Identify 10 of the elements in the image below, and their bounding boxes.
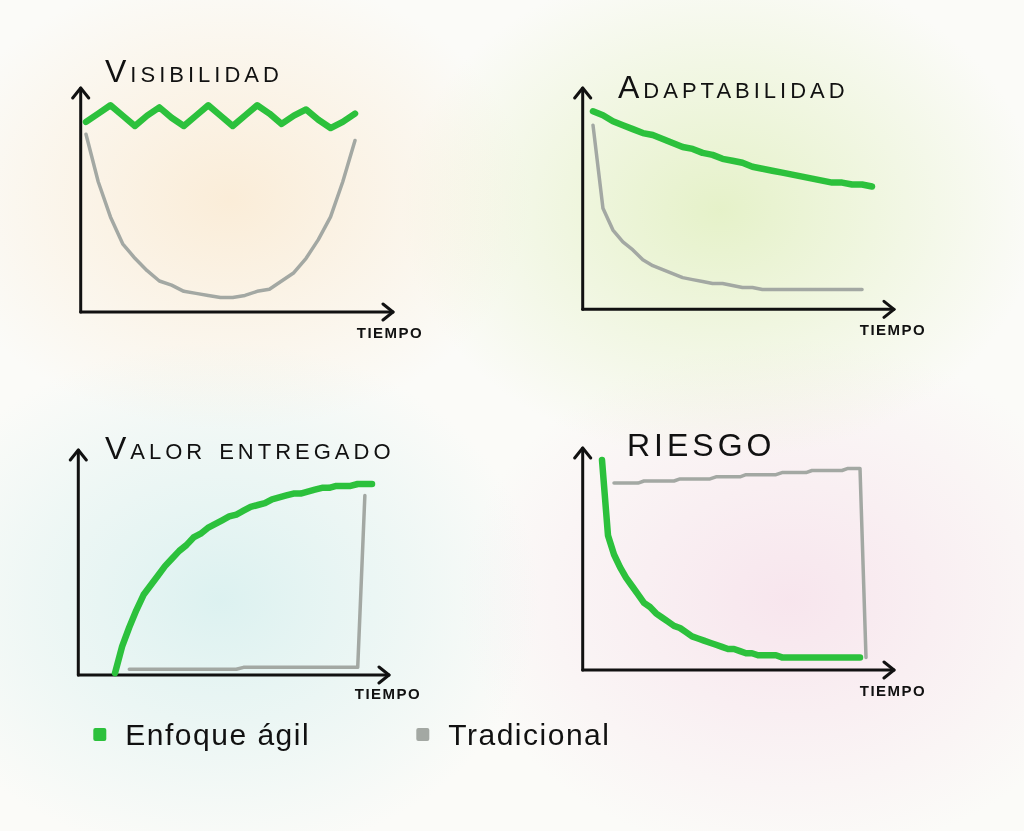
x-axis-title: TIEMPO — [354, 685, 422, 702]
x-axis-title: TIEMPO — [859, 321, 927, 338]
chart-title: Valor entregado — [105, 430, 395, 466]
legend-label: Tradicional — [448, 718, 611, 751]
legend-label: Enfoque ágil — [125, 718, 311, 751]
chart-title: RIESGO — [627, 427, 776, 463]
x-axis-title: TIEMPO — [356, 324, 424, 341]
chart-title: Visibilidad — [105, 53, 283, 89]
chart-title: Adaptabilidad — [618, 69, 849, 105]
x-axis-title: TIEMPO — [859, 682, 927, 699]
